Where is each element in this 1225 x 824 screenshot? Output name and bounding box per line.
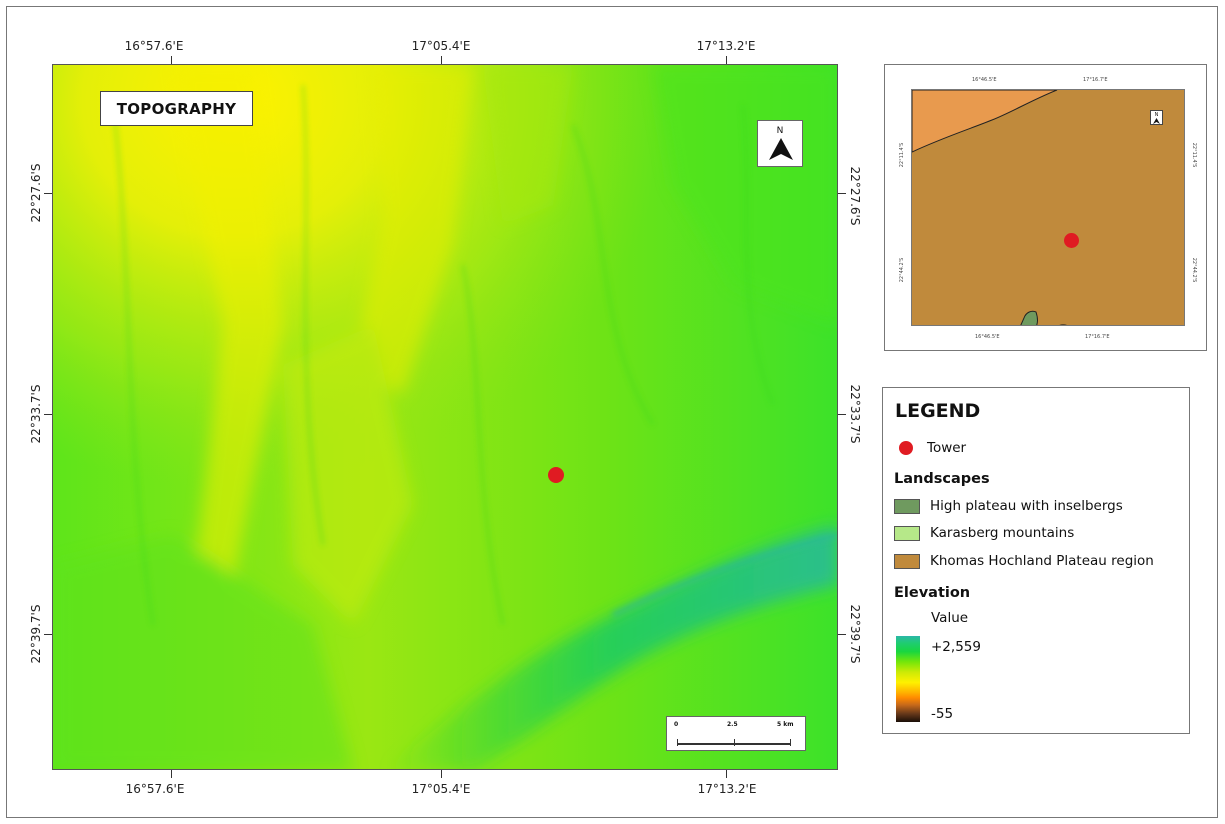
tick-top-1 bbox=[171, 56, 172, 64]
elevation-color-ramp bbox=[896, 636, 920, 722]
elevation-raster bbox=[53, 65, 837, 769]
inset-lat-right-2: 22°44.2'S bbox=[1191, 257, 1197, 283]
map-title: TOPOGRAPHY bbox=[100, 91, 253, 126]
tick-bottom-2 bbox=[441, 770, 442, 778]
topography-map[interactable] bbox=[52, 64, 838, 770]
inset-lat-right-1: 22°11.4'S bbox=[1191, 142, 1197, 168]
tower-dot-icon bbox=[899, 441, 913, 455]
legend-item-karasberg: Karasberg mountains bbox=[894, 525, 1074, 541]
inset-landscapes-svg bbox=[912, 90, 1184, 325]
high-plateau-swatch bbox=[894, 498, 920, 514]
tick-left-2 bbox=[44, 414, 52, 415]
inset-lon-bottom-1: 16°46.5'E bbox=[975, 334, 1000, 340]
legend-value-label: Value bbox=[931, 610, 969, 626]
legend-item-tower: Tower bbox=[894, 440, 966, 456]
north-arrow: N bbox=[757, 120, 803, 167]
tick-top-2 bbox=[441, 56, 442, 64]
khomas-swatch bbox=[894, 553, 920, 569]
tick-left-1 bbox=[44, 193, 52, 194]
north-arrow-icon bbox=[769, 138, 793, 160]
scale-label-0: 0 bbox=[674, 721, 679, 728]
tick-top-3 bbox=[726, 56, 727, 64]
scale-tick-mid bbox=[734, 739, 735, 746]
legend-elevation-title: Elevation bbox=[894, 585, 971, 601]
lat-label-left-1: 22°27.6'S bbox=[29, 163, 43, 223]
legend-item-high-plateau: High plateau with inselbergs bbox=[894, 498, 1123, 514]
legend-panel: LEGEND Tower Landscapes High plateau wit… bbox=[882, 387, 1190, 734]
inset-north-arrow-icon bbox=[1153, 118, 1160, 124]
elevation-max-label: +2,559 bbox=[931, 639, 981, 655]
inset-north-arrow: N bbox=[1150, 110, 1163, 125]
lon-label-bottom-3: 17°13.2'E bbox=[697, 782, 757, 796]
inset-lon-bottom-2: 17°16.7'E bbox=[1085, 334, 1110, 340]
lon-label-top-1: 16°57.6'E bbox=[124, 39, 184, 53]
lat-label-left-3: 22°39.7'S bbox=[29, 604, 43, 664]
lon-label-top-3: 17°13.2'E bbox=[696, 39, 756, 53]
legend-landscape-label-2: Karasberg mountains bbox=[930, 525, 1075, 541]
map-layout-frame bbox=[6, 6, 1218, 818]
legend-landscapes-title: Landscapes bbox=[894, 471, 990, 487]
inset-lon-top-1: 16°46.5'E bbox=[972, 77, 997, 83]
lat-label-right-2: 22°33.7'S bbox=[848, 384, 862, 444]
legend-landscape-label-1: High plateau with inselbergs bbox=[930, 498, 1123, 514]
lat-label-left-2: 22°33.7'S bbox=[29, 384, 43, 444]
scale-label-2-5: 2.5 bbox=[727, 721, 738, 728]
inset-landscape-map[interactable] bbox=[911, 89, 1185, 326]
scale-label-5: 5 km bbox=[777, 721, 794, 728]
inset-lat-left-1: 22°11.4'S bbox=[899, 142, 905, 168]
inset-lon-top-2: 17°16.7'E bbox=[1083, 77, 1108, 83]
tower-marker[interactable] bbox=[548, 467, 564, 483]
inset-lat-left-2: 22°44.2'S bbox=[899, 257, 905, 283]
lon-label-bottom-1: 16°57.6'E bbox=[125, 782, 185, 796]
tick-bottom-1 bbox=[171, 770, 172, 778]
inset-north-label: N bbox=[1154, 112, 1159, 118]
tick-bottom-3 bbox=[726, 770, 727, 778]
legend-item-khomas: Khomas Hochland Plateau region bbox=[894, 553, 1154, 569]
tick-right-2 bbox=[838, 414, 846, 415]
lat-label-right-3: 22°39.7'S bbox=[848, 604, 862, 664]
legend-title: LEGEND bbox=[895, 400, 981, 422]
legend-landscape-label-3: Khomas Hochland Plateau region bbox=[930, 553, 1154, 569]
elevation-min-label: -55 bbox=[931, 706, 954, 722]
tick-right-3 bbox=[838, 634, 846, 635]
scale-tick-0 bbox=[677, 739, 678, 746]
inset-tower-marker[interactable] bbox=[1064, 233, 1079, 248]
legend-tower-label: Tower bbox=[927, 440, 967, 456]
scale-bar: 0 2.5 5 km bbox=[666, 716, 806, 751]
scale-tick-end bbox=[790, 739, 791, 746]
karasberg-swatch bbox=[894, 525, 920, 541]
tick-left-3 bbox=[44, 634, 52, 635]
lat-label-right-1: 22°27.6'S bbox=[848, 166, 862, 226]
lon-label-top-2: 17°05.4'E bbox=[411, 39, 471, 53]
lon-label-bottom-2: 17°05.4'E bbox=[411, 782, 471, 796]
tick-right-1 bbox=[838, 193, 846, 194]
north-label: N bbox=[776, 126, 784, 136]
